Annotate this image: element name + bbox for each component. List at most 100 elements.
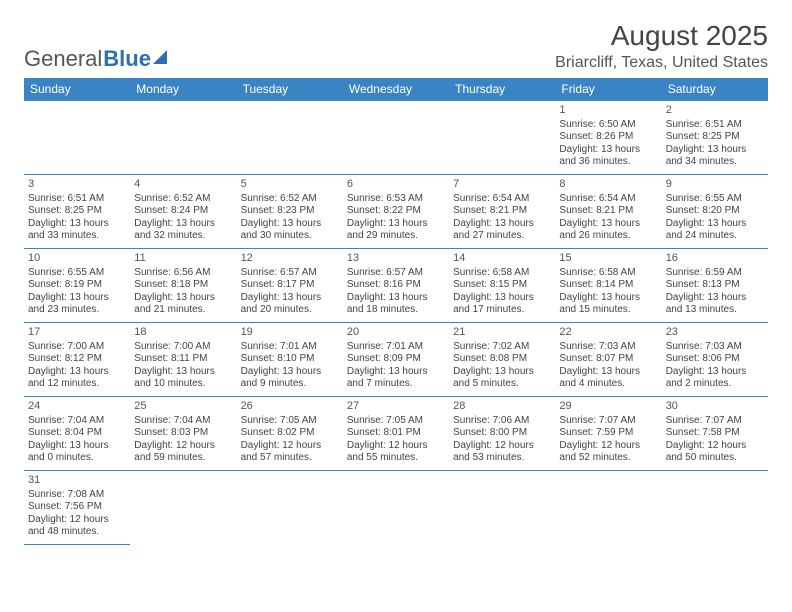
calendar-day [555,471,661,545]
daylight-line: Daylight: 13 hours and 32 minutes. [134,218,232,243]
sunrise-line: Sunrise: 6:50 AM [559,119,657,132]
sunrise-line: Sunrise: 7:05 AM [241,415,339,428]
sunset-line: Sunset: 7:56 PM [28,501,126,514]
daylight-line: Daylight: 13 hours and 17 minutes. [453,292,551,317]
sunrise-line: Sunrise: 7:07 AM [559,415,657,428]
calendar-day: 4Sunrise: 6:52 AMSunset: 8:24 PMDaylight… [130,175,236,249]
day-number: 16 [666,252,764,266]
daylight-line: Daylight: 13 hours and 27 minutes. [453,218,551,243]
daylight-line: Daylight: 13 hours and 13 minutes. [666,292,764,317]
sunset-line: Sunset: 8:21 PM [559,205,657,218]
calendar-day: 23Sunrise: 7:03 AMSunset: 8:06 PMDayligh… [662,323,768,397]
daylight-line: Daylight: 13 hours and 9 minutes. [241,366,339,391]
daylight-line: Daylight: 13 hours and 29 minutes. [347,218,445,243]
calendar-day: 10Sunrise: 6:55 AMSunset: 8:19 PMDayligh… [24,249,130,323]
calendar-day [237,471,343,545]
sunset-line: Sunset: 8:10 PM [241,353,339,366]
sunset-line: Sunset: 8:07 PM [559,353,657,366]
day-number: 15 [559,252,657,266]
calendar-day: 14Sunrise: 6:58 AMSunset: 8:15 PMDayligh… [449,249,555,323]
day-number: 20 [347,326,445,340]
daylight-line: Daylight: 12 hours and 48 minutes. [28,514,126,539]
sunset-line: Sunset: 8:25 PM [666,131,764,144]
day-header: Sunday [24,78,130,101]
calendar-day: 25Sunrise: 7:04 AMSunset: 8:03 PMDayligh… [130,397,236,471]
calendar-week: 3Sunrise: 6:51 AMSunset: 8:25 PMDaylight… [24,175,768,249]
day-number: 17 [28,326,126,340]
sunset-line: Sunset: 8:25 PM [28,205,126,218]
sunset-line: Sunset: 7:59 PM [559,427,657,440]
calendar-day: 13Sunrise: 6:57 AMSunset: 8:16 PMDayligh… [343,249,449,323]
sunset-line: Sunset: 8:00 PM [453,427,551,440]
calendar-week: 17Sunrise: 7:00 AMSunset: 8:12 PMDayligh… [24,323,768,397]
calendar-day: 28Sunrise: 7:06 AMSunset: 8:00 PMDayligh… [449,397,555,471]
calendar-day: 11Sunrise: 6:56 AMSunset: 8:18 PMDayligh… [130,249,236,323]
header: GeneralBlue August 2025 Briarcliff, Texa… [24,20,768,72]
sunrise-line: Sunrise: 6:57 AM [241,267,339,280]
day-number: 19 [241,326,339,340]
title-block: August 2025 Briarcliff, Texas, United St… [555,20,768,72]
day-number: 9 [666,178,764,192]
sunrise-line: Sunrise: 7:04 AM [134,415,232,428]
day-number: 21 [453,326,551,340]
calendar-day: 7Sunrise: 6:54 AMSunset: 8:21 PMDaylight… [449,175,555,249]
sunset-line: Sunset: 8:17 PM [241,279,339,292]
daylight-line: Daylight: 13 hours and 2 minutes. [666,366,764,391]
calendar-week: 24Sunrise: 7:04 AMSunset: 8:04 PMDayligh… [24,397,768,471]
daylight-line: Daylight: 12 hours and 59 minutes. [134,440,232,465]
day-number: 11 [134,252,232,266]
sunrise-line: Sunrise: 7:03 AM [559,341,657,354]
calendar-day [449,101,555,175]
calendar-day: 19Sunrise: 7:01 AMSunset: 8:10 PMDayligh… [237,323,343,397]
day-number: 29 [559,400,657,414]
sunset-line: Sunset: 8:08 PM [453,353,551,366]
calendar-day: 15Sunrise: 6:58 AMSunset: 8:14 PMDayligh… [555,249,661,323]
sunset-line: Sunset: 8:23 PM [241,205,339,218]
calendar-day: 1Sunrise: 6:50 AMSunset: 8:26 PMDaylight… [555,101,661,175]
sunset-line: Sunset: 8:16 PM [347,279,445,292]
sunset-line: Sunset: 8:03 PM [134,427,232,440]
calendar-day [24,101,130,175]
sunrise-line: Sunrise: 7:08 AM [28,489,126,502]
sunset-line: Sunset: 8:20 PM [666,205,764,218]
daylight-line: Daylight: 13 hours and 15 minutes. [559,292,657,317]
day-number: 12 [241,252,339,266]
daylight-line: Daylight: 13 hours and 36 minutes. [559,144,657,169]
day-number: 22 [559,326,657,340]
day-number: 4 [134,178,232,192]
sunset-line: Sunset: 8:09 PM [347,353,445,366]
daylight-line: Daylight: 12 hours and 55 minutes. [347,440,445,465]
sunset-line: Sunset: 8:21 PM [453,205,551,218]
sunset-line: Sunset: 8:18 PM [134,279,232,292]
day-header: Thursday [449,78,555,101]
daylight-line: Daylight: 13 hours and 5 minutes. [453,366,551,391]
day-header: Wednesday [343,78,449,101]
sunrise-line: Sunrise: 6:51 AM [28,193,126,206]
day-number: 27 [347,400,445,414]
calendar-day: 6Sunrise: 6:53 AMSunset: 8:22 PMDaylight… [343,175,449,249]
calendar-day [449,471,555,545]
calendar-day: 30Sunrise: 7:07 AMSunset: 7:58 PMDayligh… [662,397,768,471]
day-number: 25 [134,400,232,414]
calendar-day [237,101,343,175]
day-number: 13 [347,252,445,266]
day-number: 7 [453,178,551,192]
calendar-day: 29Sunrise: 7:07 AMSunset: 7:59 PMDayligh… [555,397,661,471]
sunset-line: Sunset: 7:58 PM [666,427,764,440]
calendar-day: 12Sunrise: 6:57 AMSunset: 8:17 PMDayligh… [237,249,343,323]
calendar-day: 27Sunrise: 7:05 AMSunset: 8:01 PMDayligh… [343,397,449,471]
month-title: August 2025 [555,20,768,52]
calendar-day: 20Sunrise: 7:01 AMSunset: 8:09 PMDayligh… [343,323,449,397]
day-number: 8 [559,178,657,192]
sunset-line: Sunset: 8:24 PM [134,205,232,218]
sunset-line: Sunset: 8:06 PM [666,353,764,366]
sunset-line: Sunset: 8:04 PM [28,427,126,440]
sunrise-line: Sunrise: 7:01 AM [241,341,339,354]
sunrise-line: Sunrise: 6:57 AM [347,267,445,280]
daylight-line: Daylight: 13 hours and 4 minutes. [559,366,657,391]
sunset-line: Sunset: 8:22 PM [347,205,445,218]
calendar-day [343,101,449,175]
daylight-line: Daylight: 13 hours and 20 minutes. [241,292,339,317]
sunrise-line: Sunrise: 7:00 AM [134,341,232,354]
day-number: 18 [134,326,232,340]
